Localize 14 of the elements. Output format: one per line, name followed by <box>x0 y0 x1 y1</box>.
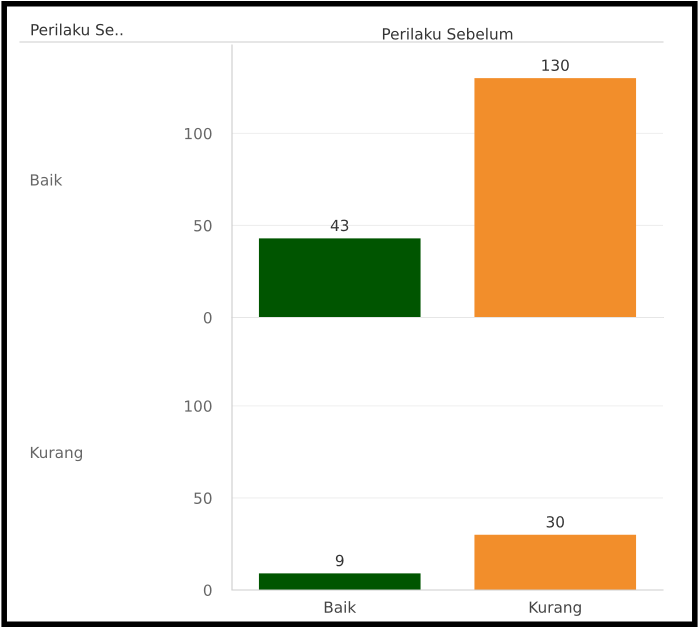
text: Perilaku Se.. <box>32 24 122 36</box>
y-tick-label: 50 <box>194 220 212 232</box>
y-axis-title: Kurang <box>30 446 82 462</box>
chart-title: Perilaku Sebelum <box>382 28 512 40</box>
y-tick-label: 0 <box>204 312 212 324</box>
y-tick-label: 50 <box>194 492 212 504</box>
y-axis-title: Baik <box>30 174 62 186</box>
y-tick-label: 0 <box>204 584 212 596</box>
y-tick-label: 100 <box>185 400 212 412</box>
data-label: 130 <box>542 59 569 72</box>
data-label: 30 <box>546 516 564 528</box>
data-label: 9 <box>336 554 344 566</box>
y-tick-label: 100 <box>185 128 212 140</box>
data-label: 43 <box>330 220 348 232</box>
